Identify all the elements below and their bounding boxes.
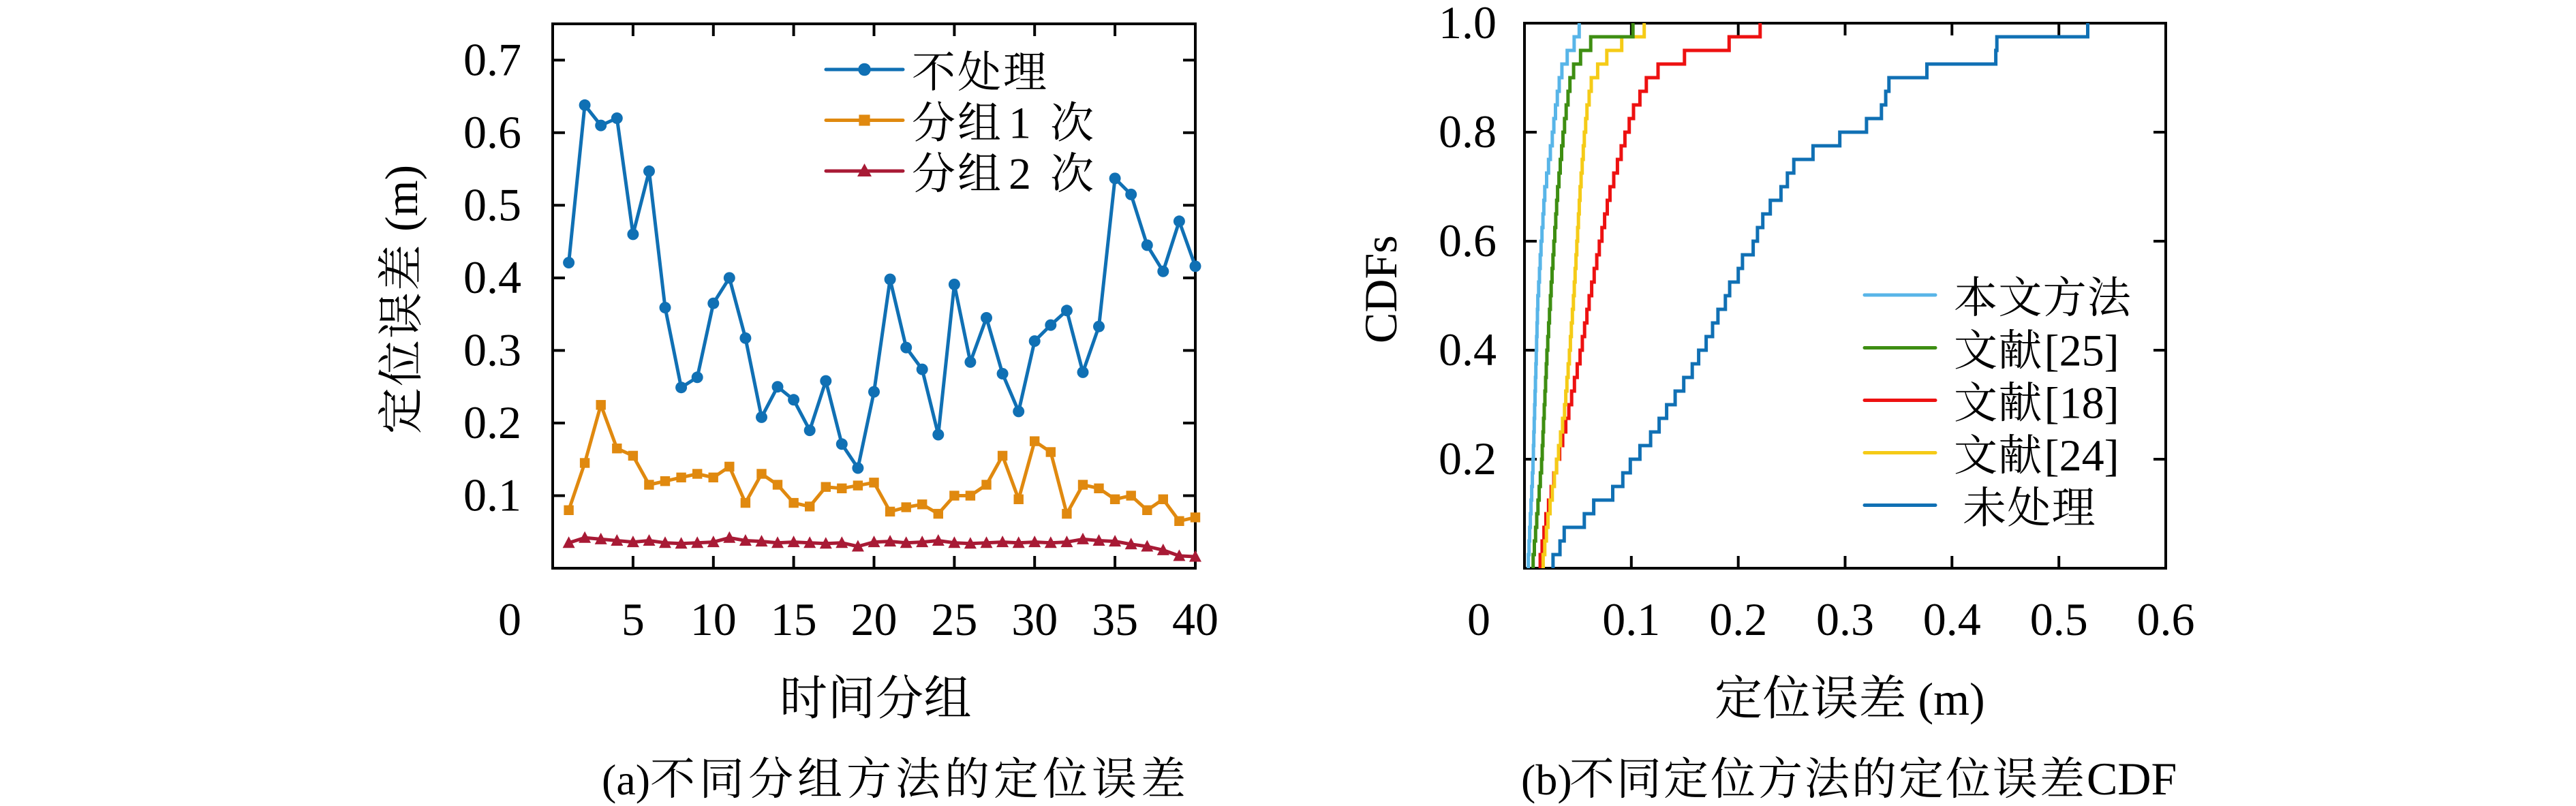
svg-text:(a): (a): [602, 756, 650, 804]
svg-text:0.4: 0.4: [1923, 593, 1981, 645]
svg-text:2: 2: [1009, 149, 1031, 199]
svg-text:1.0: 1.0: [1439, 0, 1497, 48]
svg-text:0.6: 0.6: [2137, 593, 2195, 645]
svg-text:10: 10: [690, 593, 737, 645]
svg-text:0.3: 0.3: [1816, 593, 1874, 645]
svg-text:0.2: 0.2: [463, 397, 521, 448]
svg-text:0.3: 0.3: [463, 324, 521, 375]
svg-text:0.2: 0.2: [1439, 433, 1497, 484]
svg-text:0.7: 0.7: [463, 33, 521, 85]
svg-text:1: 1: [1009, 99, 1031, 149]
svg-text:0.6: 0.6: [463, 106, 521, 158]
svg-text:30: 30: [1011, 593, 1058, 645]
svg-text:CDFs: CDFs: [1355, 235, 1407, 343]
svg-text:0.5: 0.5: [463, 179, 521, 230]
svg-text:[25]: [25]: [2044, 326, 2119, 376]
svg-text:0: 0: [498, 593, 521, 645]
svg-text:0.8: 0.8: [1439, 106, 1497, 157]
svg-text:0.2: 0.2: [1709, 593, 1767, 645]
svg-text:CDF: CDF: [2087, 753, 2177, 805]
svg-text:20: 20: [851, 593, 898, 645]
svg-text:(b): (b): [1521, 756, 1572, 804]
svg-text:0.4: 0.4: [1439, 324, 1497, 375]
svg-text:0.1: 0.1: [463, 469, 521, 521]
svg-text:(m): (m): [375, 165, 427, 232]
svg-text:0.1: 0.1: [1602, 593, 1660, 645]
svg-text:[18]: [18]: [2044, 379, 2119, 429]
svg-text:0.6: 0.6: [1439, 215, 1497, 266]
svg-text:35: 35: [1092, 593, 1138, 645]
svg-text:40: 40: [1172, 593, 1218, 645]
svg-text:25: 25: [931, 593, 977, 645]
svg-text:0: 0: [1467, 593, 1490, 645]
svg-text:[24]: [24]: [2044, 431, 2119, 481]
svg-text:0.4: 0.4: [463, 251, 521, 303]
svg-text:(m): (m): [1918, 673, 1985, 725]
svg-text:0.5: 0.5: [2030, 593, 2088, 645]
svg-text:15: 15: [771, 593, 817, 645]
svg-text:5: 5: [622, 593, 645, 645]
